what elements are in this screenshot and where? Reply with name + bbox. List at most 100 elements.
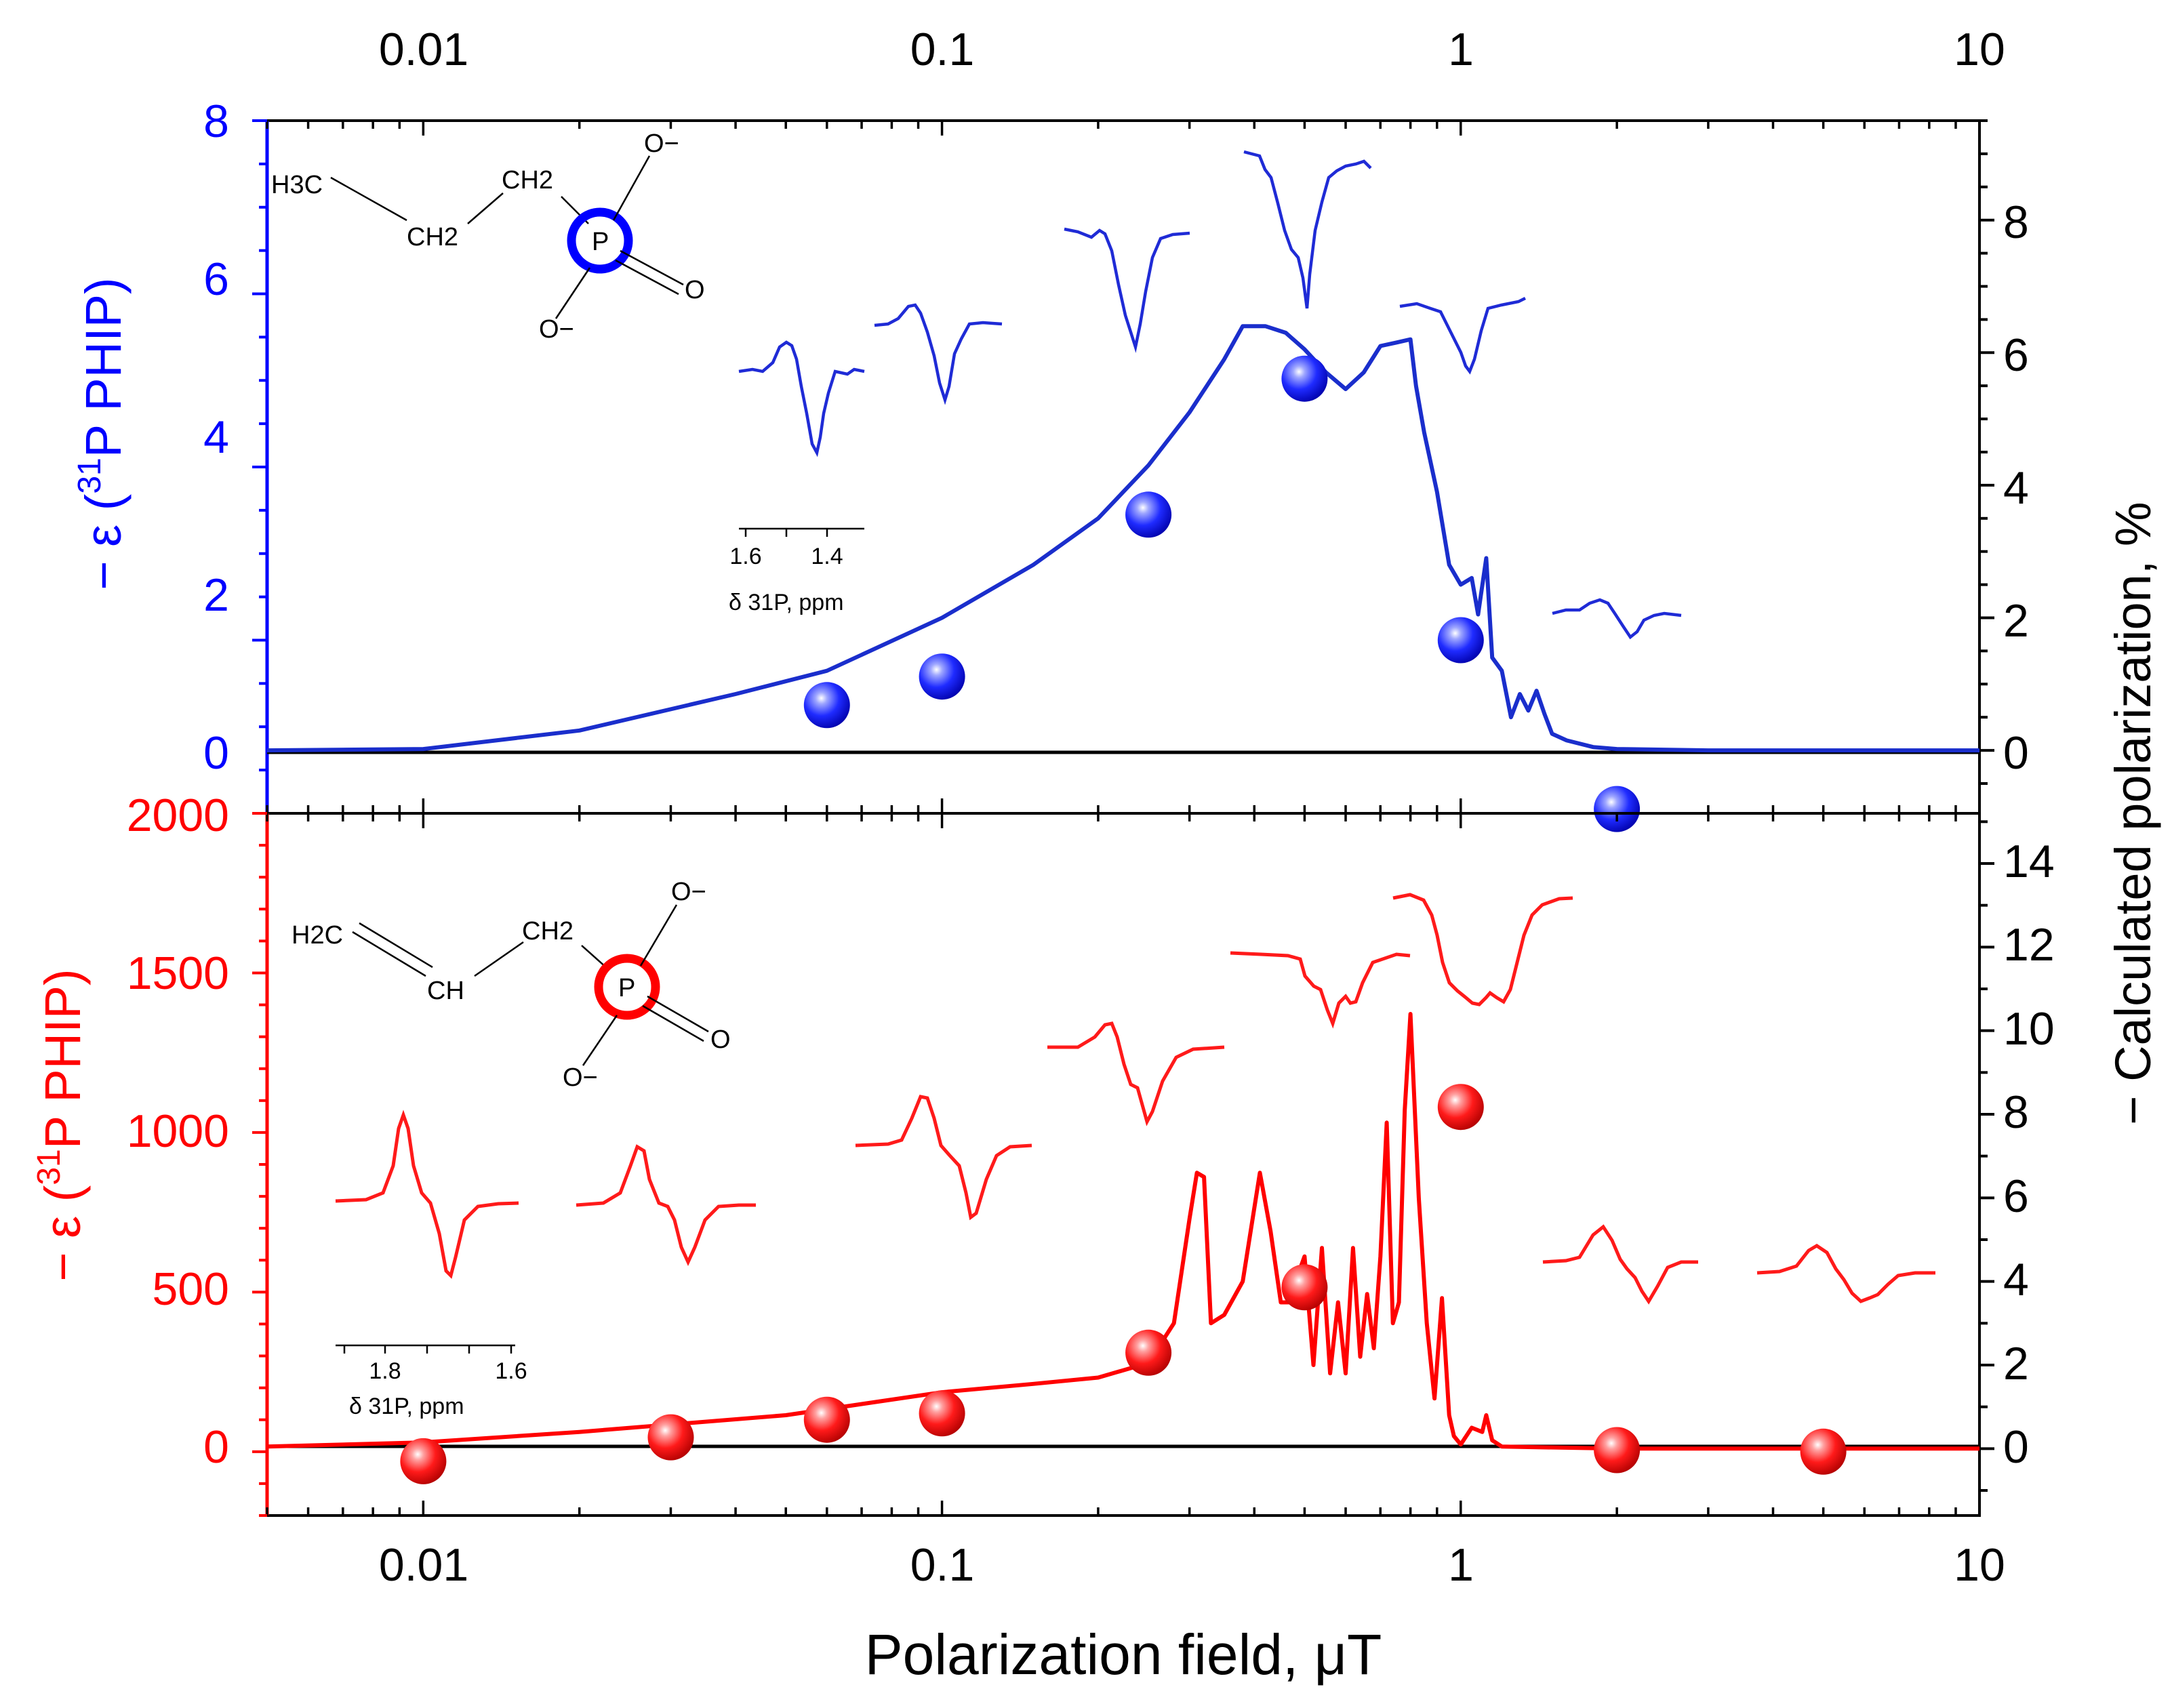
molecule-top: H3C CH2 CH2 P O− O O− — [271, 129, 705, 344]
molecule-bottom-p: P — [618, 974, 635, 1002]
data-point — [1125, 1329, 1172, 1376]
spectra-bottom — [335, 893, 1935, 1305]
x-tick-label: 0.1 — [910, 24, 975, 75]
ppm-scale-top: 1.6 1.4 δ 31P, ppm — [729, 527, 864, 615]
ppm-tick-label: 1.4 — [811, 544, 843, 569]
ppm-axis-label: δ 31P, ppm — [729, 590, 844, 615]
x-tick-label: 10 — [1954, 1539, 2005, 1591]
molecule-top-ch2-right: CH2 — [502, 166, 553, 195]
ppm-scale-bottom: 1.8 1.6 δ 31P, ppm — [336, 1344, 527, 1419]
bond — [615, 259, 679, 296]
x-tick-label: 1 — [1448, 24, 1474, 75]
y-tick-label: 2 — [203, 569, 229, 621]
data-point — [1281, 355, 1328, 402]
x-tick-label: 1 — [1448, 1539, 1474, 1591]
p-atom-ring-icon — [567, 207, 633, 274]
bond — [612, 155, 651, 221]
molecule-bottom-o-top: O− — [671, 878, 706, 906]
data-point — [1437, 617, 1484, 664]
y2-tick-labels-bottom: 0 2 4 6 8 10 12 14 — [2003, 836, 2055, 1473]
y-tick-label: 0 — [203, 727, 229, 779]
molecule-top-ch2-mid: CH2 — [407, 223, 458, 251]
panel-top-frame — [266, 119, 1981, 815]
y-tick-label: 1000 — [127, 1105, 229, 1157]
molecule-bottom: H2C CH CH2 P O− O O− — [291, 878, 731, 1092]
x-tick-label: 0.01 — [379, 1539, 468, 1591]
x-tick-label: 10 — [1954, 24, 2005, 75]
spectrum-trace — [1064, 227, 1190, 353]
x-tick-labels-top: 0.01 0.1 1 10 — [379, 24, 2005, 75]
data-point — [1800, 1428, 1847, 1475]
molecule-bottom-o-bottom: O− — [563, 1063, 598, 1092]
y-tick-label: 0 — [203, 1421, 229, 1473]
data-point — [1594, 1427, 1641, 1473]
y2-tick-label: 12 — [2003, 919, 2055, 971]
data-point — [803, 682, 850, 729]
calculated-polarization-line — [266, 324, 1979, 753]
molecule-bottom-ch2: CH2 — [522, 917, 574, 946]
y-axis-title-bottom: − ε (31P PHIP) — [31, 969, 91, 1281]
molecule-top-h3c: H3C — [271, 171, 323, 199]
p-atom-ring-icon — [594, 954, 660, 1020]
y-tick-label: 1500 — [127, 948, 229, 999]
y2-tick-label: 0 — [2003, 727, 2029, 779]
y-tick-label: 4 — [203, 411, 229, 463]
spectrum-trace — [1552, 598, 1682, 640]
top-ticks — [252, 119, 1994, 815]
bond — [330, 176, 407, 222]
data-point — [1281, 1264, 1328, 1311]
spectra-top — [738, 150, 1682, 640]
y2-tick-label: 6 — [2003, 1171, 2029, 1222]
bond — [582, 1015, 618, 1066]
molecule-top-o-right: O — [685, 276, 705, 304]
ppm-tick-label: 1.6 — [729, 544, 761, 569]
bottom-curve-layer — [266, 1012, 1979, 1451]
x-tick-label: 0.1 — [910, 1539, 975, 1591]
y-tick-label: 8 — [203, 96, 229, 147]
bond — [359, 922, 433, 969]
x-tick-label: 0.01 — [379, 24, 468, 75]
data-point — [919, 653, 965, 700]
y2-tick-label: 10 — [2003, 1003, 2055, 1055]
data-point — [400, 1438, 447, 1484]
y-tick-labels-top: 0 2 4 6 8 — [203, 96, 229, 779]
y-tick-label: 500 — [153, 1263, 229, 1315]
y2-tick-label: 2 — [2003, 595, 2029, 647]
calculated-polarization-line — [266, 1012, 1979, 1451]
spectrum-trace — [576, 1144, 756, 1267]
top-curve-layer — [266, 324, 1979, 753]
spectrum-trace — [1542, 1224, 1698, 1305]
data-point — [1437, 1084, 1484, 1131]
y2-axis-title: − Calculated polarization, % — [2105, 502, 2161, 1124]
bond — [639, 904, 678, 967]
ppm-axis-label: δ 31P, ppm — [349, 1394, 464, 1419]
y2-tick-label: 8 — [2003, 1086, 2029, 1138]
bond — [581, 945, 607, 969]
spectrum-trace — [1756, 1244, 1935, 1303]
molecule-bottom-o-right: O — [710, 1025, 731, 1054]
spectrum-trace — [855, 1095, 1032, 1221]
y2-tick-label: 14 — [2003, 836, 2055, 887]
y-axis-title-top: − ε (31P PHIP) — [72, 277, 132, 590]
bond — [642, 1004, 704, 1042]
molecule-bottom-h2c: H2C — [291, 921, 343, 950]
bond — [352, 931, 426, 977]
bond — [620, 249, 684, 286]
y2-tick-label: 4 — [2003, 1254, 2029, 1305]
top-points-layer — [803, 355, 1641, 832]
x-axis-title: Polarization field, μT — [865, 1623, 1382, 1686]
y-tick-label: 6 — [203, 253, 229, 305]
spectrum-trace — [1392, 893, 1573, 1006]
y2-tick-label: 0 — [2003, 1421, 2029, 1473]
panel-top — [252, 119, 1994, 832]
data-point — [1125, 491, 1172, 538]
y2-tick-label: 4 — [2003, 462, 2029, 514]
bond — [474, 941, 524, 977]
data-point — [919, 1390, 965, 1437]
spectrum-trace — [1047, 1021, 1225, 1126]
spectrum-trace — [1243, 150, 1372, 309]
data-point — [803, 1396, 850, 1443]
bond — [467, 192, 504, 224]
bond — [555, 267, 591, 319]
